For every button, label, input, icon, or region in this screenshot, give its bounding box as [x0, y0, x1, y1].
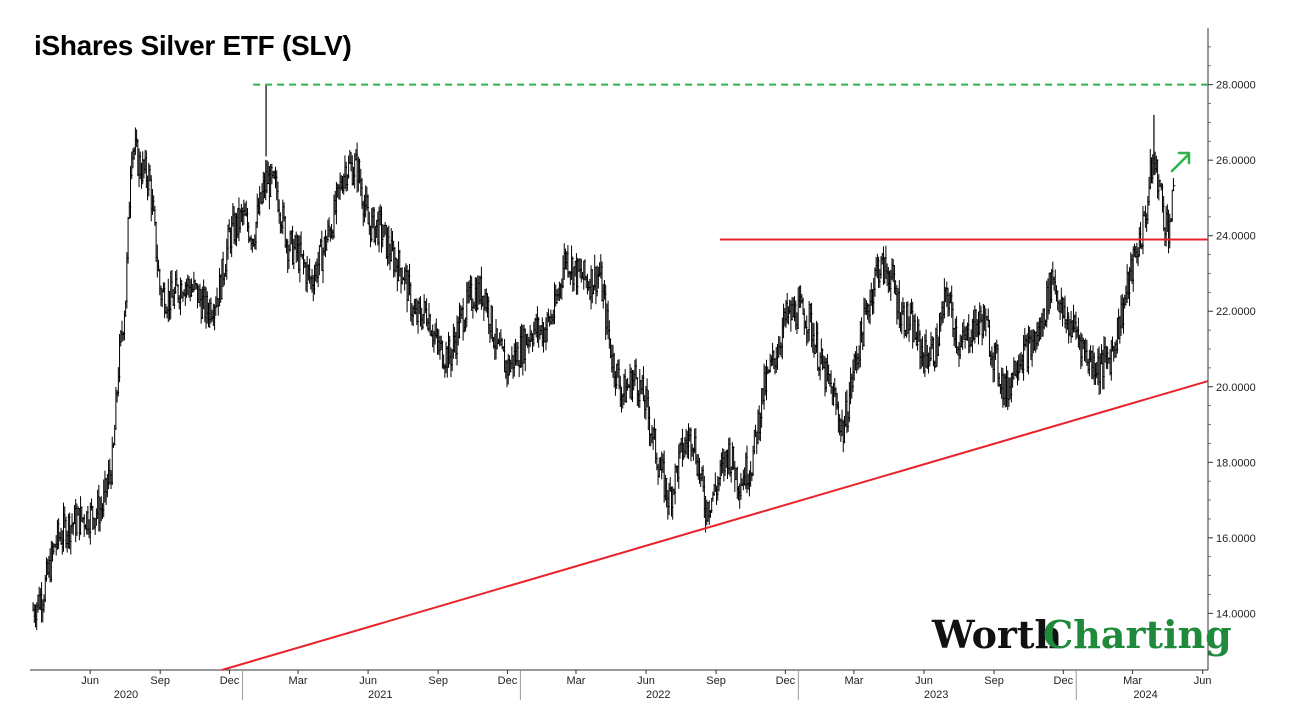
- y-tick-label: 24.0000: [1216, 231, 1256, 243]
- support-line: [221, 380, 1209, 671]
- y-tick-label: 14.0000: [1216, 608, 1256, 620]
- x-month-label: Sep: [428, 675, 448, 687]
- y-tick-label: 18.0000: [1216, 457, 1256, 469]
- chart-title: iShares Silver ETF (SLV): [34, 30, 352, 61]
- x-month-label: Sep: [706, 675, 726, 687]
- brand-worth: Worth: [931, 612, 1062, 657]
- x-year-label: 2020: [114, 689, 138, 701]
- x-month-label: Dec: [1054, 675, 1074, 687]
- x-month-label: Jun: [1194, 675, 1212, 687]
- brand-logo: Worth Charting: [931, 612, 1232, 657]
- y-tick-label: 20.0000: [1216, 382, 1256, 394]
- x-month-label: Jun: [915, 675, 933, 687]
- x-year-label: 2022: [646, 689, 670, 701]
- x-month-label: Jun: [637, 675, 655, 687]
- y-tick-label: 28.0000: [1216, 80, 1256, 92]
- trend-lines: [221, 83, 1209, 671]
- x-month-label: Jun: [81, 675, 99, 687]
- y-tick-label: 26.0000: [1216, 155, 1256, 167]
- tick-labels: 14.0000 16.0000 18.0000 20.0000 22.0000 24.00…: [81, 80, 1255, 701]
- x-year-label: 2024: [1133, 689, 1157, 701]
- x-month-label: Dec: [220, 675, 240, 687]
- x-month-label: Mar: [567, 675, 586, 687]
- price-series: [32, 84, 1176, 630]
- x-month-label: Jun: [359, 675, 377, 687]
- y-tick-label: 22.0000: [1216, 306, 1256, 318]
- brand-charting: Charting: [1043, 612, 1232, 657]
- x-month-label: Mar: [844, 675, 863, 687]
- x-month-label: Dec: [498, 675, 518, 687]
- x-month-label: Dec: [776, 675, 796, 687]
- x-month-label: Mar: [289, 675, 308, 687]
- up-arrow-icon: [1170, 151, 1191, 173]
- x-year-label: 2023: [924, 689, 948, 701]
- x-month-label: Sep: [150, 675, 170, 687]
- up-arrow-annotation: [1170, 151, 1191, 173]
- x-year-label: 2021: [368, 689, 392, 701]
- axes: [30, 28, 1213, 700]
- y-tick-label: 16.0000: [1216, 533, 1256, 545]
- x-month-label: Sep: [984, 675, 1004, 687]
- x-month-label: Mar: [1123, 675, 1142, 687]
